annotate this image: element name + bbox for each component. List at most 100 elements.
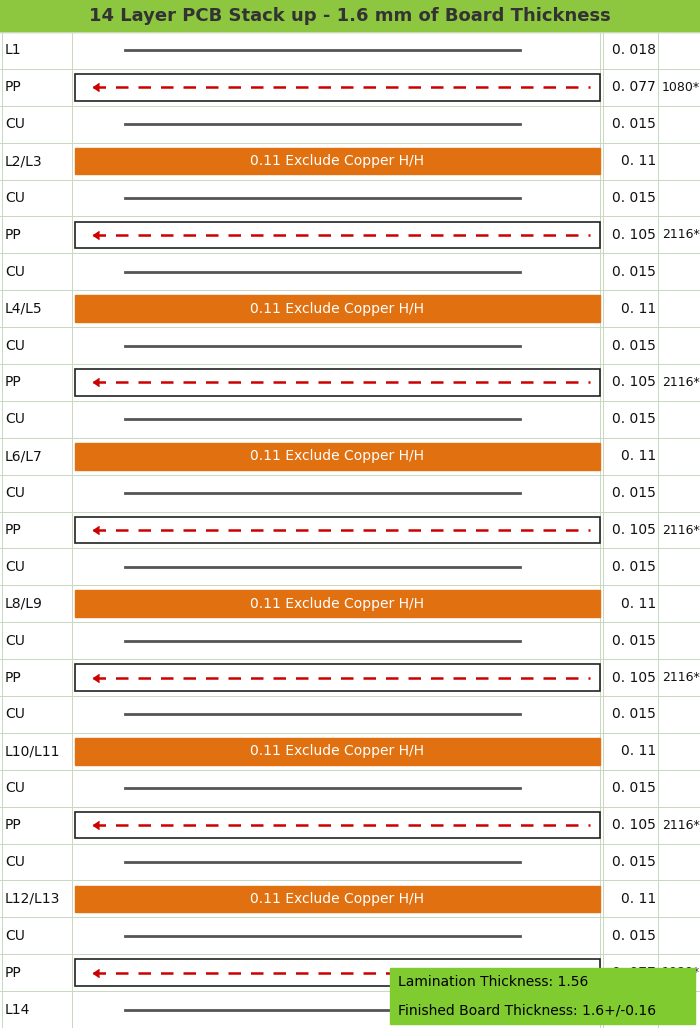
- Text: PP: PP: [5, 228, 22, 242]
- Text: CU: CU: [5, 707, 25, 722]
- Bar: [0, 290, 700, 327]
- Text: 0. 018: 0. 018: [612, 43, 656, 58]
- Text: 0. 11: 0. 11: [621, 892, 656, 906]
- Text: CU: CU: [5, 117, 25, 132]
- Text: CU: CU: [5, 928, 25, 943]
- Text: L12/L13: L12/L13: [5, 892, 60, 906]
- Text: 2116*1: 2116*1: [662, 818, 700, 832]
- Bar: [0, 659, 700, 696]
- Text: 0. 015: 0. 015: [612, 707, 656, 722]
- Text: PP: PP: [5, 965, 22, 980]
- Bar: [75, 443, 600, 470]
- Bar: [0, 770, 700, 807]
- Bar: [0, 69, 700, 106]
- Text: CU: CU: [5, 633, 25, 648]
- Bar: [0, 512, 700, 549]
- Text: CU: CU: [5, 486, 25, 500]
- Text: 14 Layer PCB Stack up - 1.6 mm of Board Thickness: 14 Layer PCB Stack up - 1.6 mm of Board …: [89, 7, 611, 25]
- Text: 1080*1: 1080*1: [662, 966, 700, 979]
- Text: PP: PP: [5, 523, 22, 537]
- Text: 0. 015: 0. 015: [612, 781, 656, 796]
- Bar: [0, 585, 700, 622]
- Bar: [75, 222, 600, 248]
- Text: CU: CU: [5, 265, 25, 279]
- Bar: [75, 590, 600, 617]
- Text: 0.11 Exclude Copper H/H: 0.11 Exclude Copper H/H: [251, 301, 424, 316]
- Text: 0. 105: 0. 105: [612, 375, 656, 390]
- Bar: [75, 885, 600, 912]
- Bar: [75, 295, 600, 322]
- Bar: [0, 217, 700, 253]
- Text: CU: CU: [5, 781, 25, 796]
- Bar: [0, 549, 700, 585]
- Text: L8/L9: L8/L9: [5, 597, 43, 611]
- Text: L1: L1: [5, 43, 22, 58]
- Text: Lamination Thickness: 1.56: Lamination Thickness: 1.56: [398, 975, 589, 989]
- Bar: [0, 696, 700, 733]
- Text: 0.11 Exclude Copper H/H: 0.11 Exclude Copper H/H: [251, 744, 424, 759]
- Text: 0. 015: 0. 015: [612, 191, 656, 205]
- Bar: [0, 954, 700, 991]
- Bar: [75, 148, 600, 175]
- Bar: [0, 106, 700, 143]
- Bar: [0, 364, 700, 401]
- Text: 0. 11: 0. 11: [621, 744, 656, 759]
- Text: 0. 11: 0. 11: [621, 597, 656, 611]
- Bar: [0, 917, 700, 954]
- Text: 0. 105: 0. 105: [612, 670, 656, 685]
- Bar: [0, 438, 700, 475]
- Text: PP: PP: [5, 80, 22, 95]
- Text: 0. 077: 0. 077: [612, 965, 656, 980]
- Bar: [0, 143, 700, 180]
- Text: 1080*1: 1080*1: [662, 81, 700, 94]
- Text: 0. 105: 0. 105: [612, 228, 656, 242]
- Text: 0. 015: 0. 015: [612, 633, 656, 648]
- Text: 0. 015: 0. 015: [612, 338, 656, 353]
- Text: 0. 105: 0. 105: [612, 818, 656, 832]
- Text: CU: CU: [5, 412, 25, 427]
- Text: 0. 015: 0. 015: [612, 855, 656, 869]
- Text: 0.11 Exclude Copper H/H: 0.11 Exclude Copper H/H: [251, 449, 424, 464]
- Text: 0. 015: 0. 015: [612, 412, 656, 427]
- Text: 0. 11: 0. 11: [621, 449, 656, 464]
- Text: L4/L5: L4/L5: [5, 301, 43, 316]
- Text: 0. 015: 0. 015: [612, 265, 656, 279]
- Text: 2116*1: 2116*1: [662, 671, 700, 684]
- Bar: [75, 74, 600, 101]
- Text: 0. 077: 0. 077: [612, 80, 656, 95]
- Text: PP: PP: [5, 375, 22, 390]
- Bar: [75, 812, 600, 839]
- Bar: [0, 401, 700, 438]
- Text: CU: CU: [5, 855, 25, 869]
- Bar: [75, 369, 600, 396]
- Text: L2/L3: L2/L3: [5, 154, 43, 169]
- Bar: [390, 968, 695, 1024]
- Text: PP: PP: [5, 818, 22, 832]
- Text: 2116*1: 2116*1: [662, 376, 700, 389]
- Text: 0. 015: 0. 015: [612, 560, 656, 574]
- Bar: [0, 880, 700, 917]
- Bar: [0, 180, 700, 217]
- Bar: [75, 517, 600, 543]
- Bar: [0, 253, 700, 290]
- Text: 0. 11: 0. 11: [621, 301, 656, 316]
- Bar: [75, 959, 600, 986]
- Bar: [0, 807, 700, 844]
- Bar: [0, 622, 700, 659]
- Bar: [75, 738, 600, 765]
- Text: 0.11 Exclude Copper H/H: 0.11 Exclude Copper H/H: [251, 892, 424, 906]
- Text: 0. 015: 0. 015: [612, 928, 656, 943]
- Bar: [0, 844, 700, 880]
- Bar: [0, 733, 700, 770]
- Text: 2116*1: 2116*1: [662, 228, 700, 242]
- Text: PP: PP: [5, 670, 22, 685]
- Text: CU: CU: [5, 338, 25, 353]
- Bar: [0, 32, 700, 69]
- Bar: [0, 991, 700, 1028]
- Text: CU: CU: [5, 191, 25, 205]
- Bar: [75, 664, 600, 691]
- Text: 0. 018: 0. 018: [612, 1002, 656, 1017]
- Text: 0.11 Exclude Copper H/H: 0.11 Exclude Copper H/H: [251, 597, 424, 611]
- Bar: [0, 475, 700, 512]
- Text: CU: CU: [5, 560, 25, 574]
